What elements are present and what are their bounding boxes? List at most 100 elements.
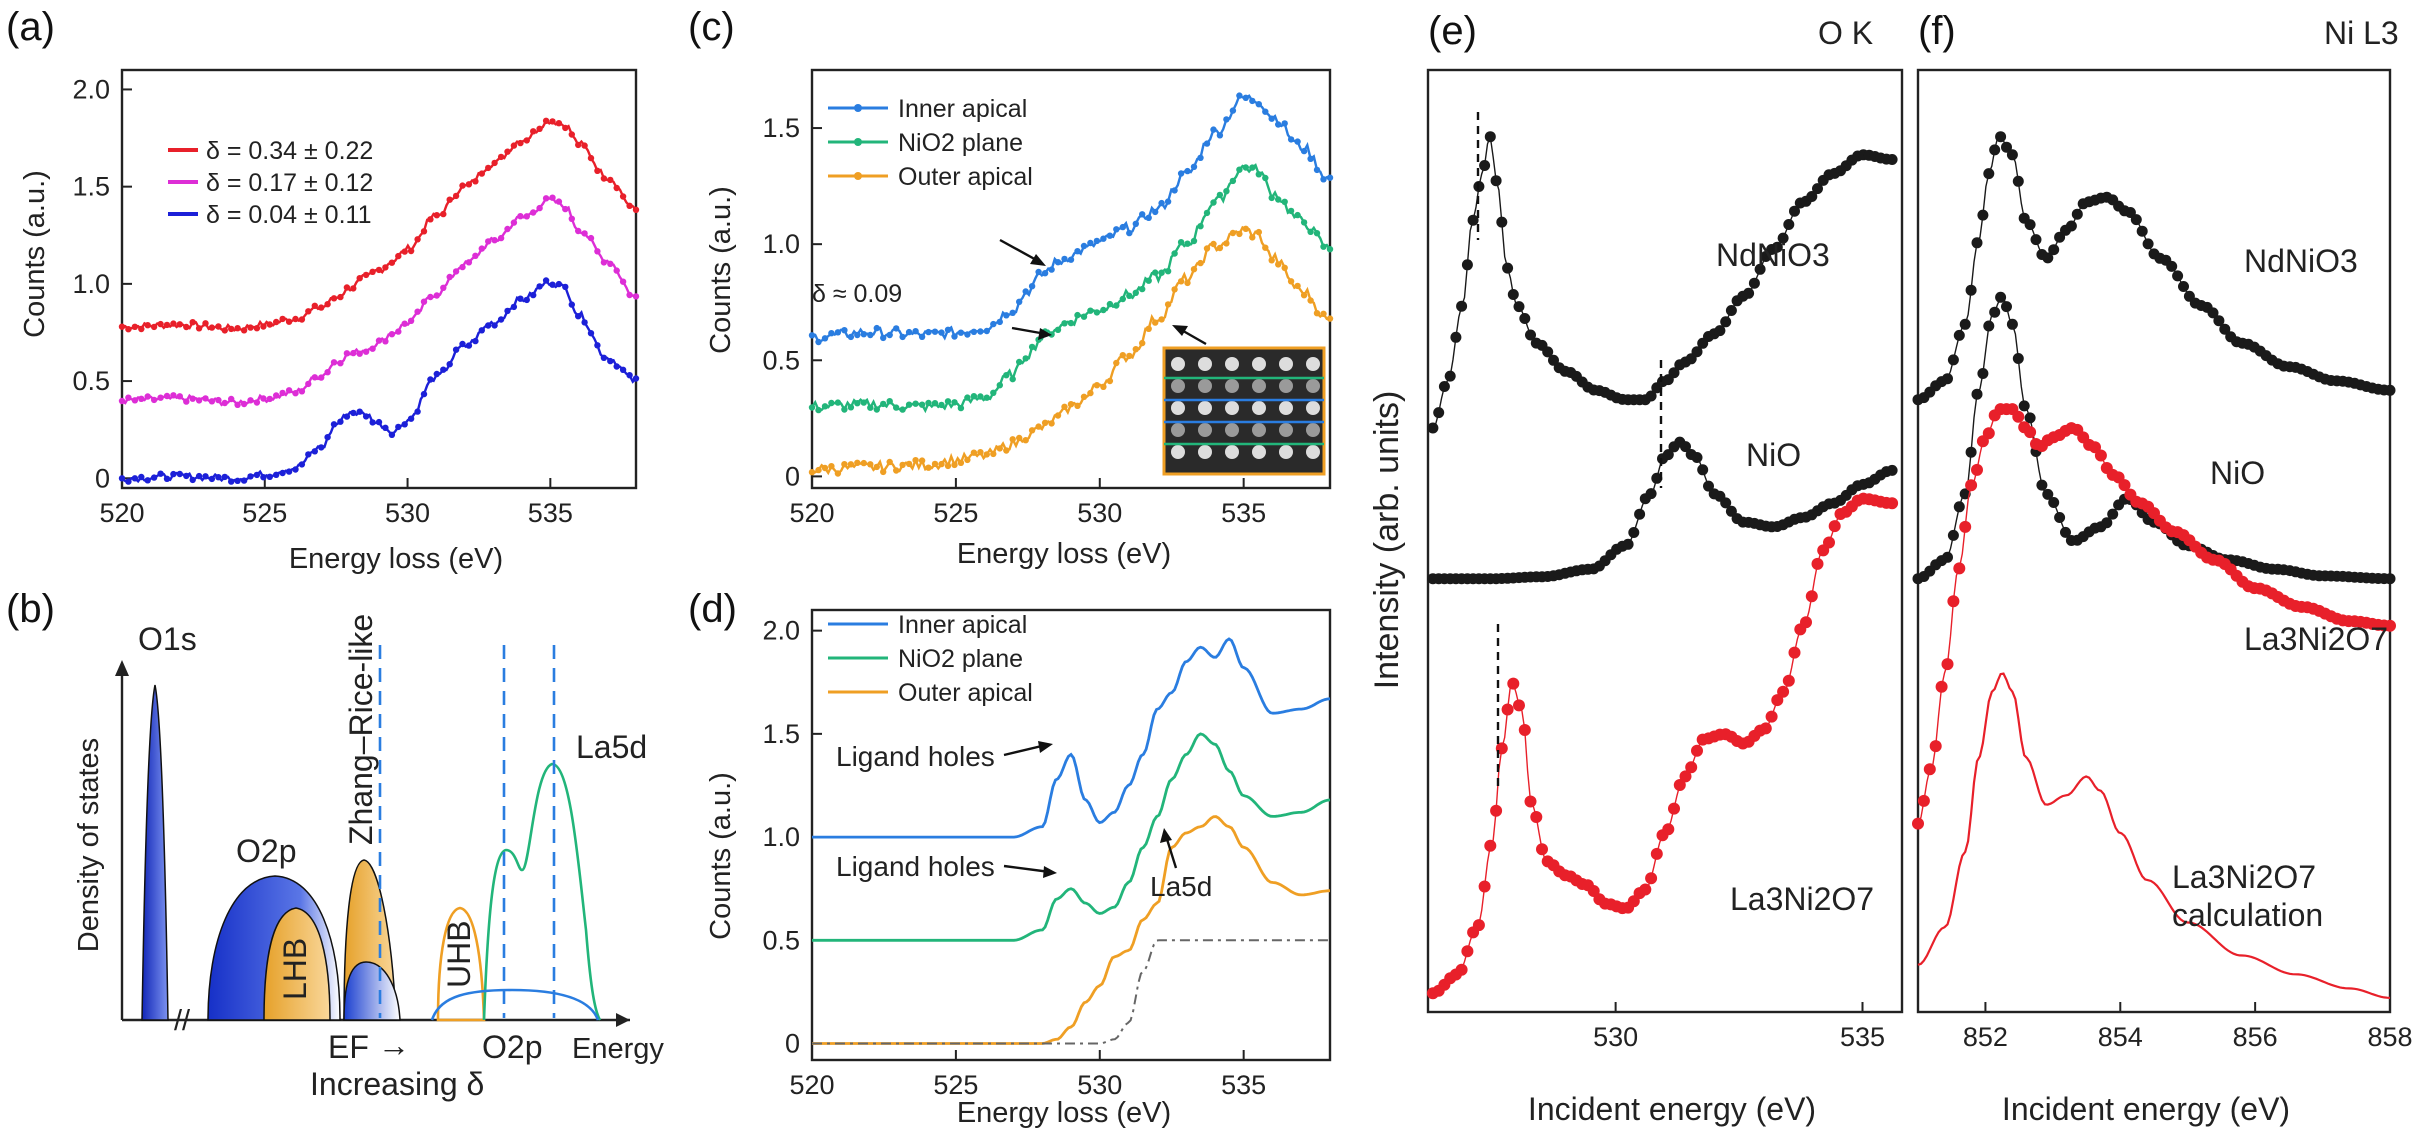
panel-a-label: (a) bbox=[6, 5, 55, 49]
series-a-1-point bbox=[632, 206, 640, 213]
series-c-1-point bbox=[1028, 283, 1036, 290]
series-a-1-point bbox=[549, 118, 556, 125]
series-a-1-point bbox=[311, 302, 318, 309]
series-a-2-point bbox=[253, 399, 261, 406]
series-c-1-point bbox=[1268, 115, 1275, 122]
series-a-1-point bbox=[562, 124, 569, 132]
inset-atom bbox=[1252, 379, 1266, 393]
plot-d-frame bbox=[810, 608, 1332, 1062]
series-a-3-point bbox=[195, 472, 203, 480]
series-c-3-point bbox=[1190, 266, 1198, 273]
plot-a-ytick-label-0.5: 0.5 bbox=[72, 366, 110, 396]
series-a-2-point bbox=[542, 195, 550, 202]
series-c-2-point bbox=[977, 393, 984, 400]
haadf-inset bbox=[1162, 346, 1326, 476]
series-c-3-point bbox=[1145, 325, 1152, 332]
plot-f-line-2 bbox=[1917, 296, 2390, 580]
series-c-2-point bbox=[1164, 268, 1172, 275]
series-a-1-point bbox=[440, 210, 447, 218]
series-a-2-point bbox=[330, 359, 338, 366]
inset-atom bbox=[1171, 379, 1185, 393]
series-c-2-point bbox=[1054, 326, 1062, 333]
series-c-2-point bbox=[867, 404, 874, 411]
series-a-2-point bbox=[305, 380, 312, 388]
inset-atom bbox=[1279, 379, 1293, 393]
legend-a-entry-3: δ = 0.04 ± 0.11 bbox=[206, 201, 371, 229]
series-c-3-point bbox=[1203, 245, 1211, 252]
series-a-3-point bbox=[440, 366, 447, 373]
series-a-2-point bbox=[517, 213, 524, 220]
series-c-2-point bbox=[815, 406, 822, 414]
series-c-2-point bbox=[1171, 250, 1178, 257]
series-c-2-point bbox=[1223, 188, 1230, 195]
inset-atom bbox=[1198, 401, 1212, 415]
series-a-1-point bbox=[343, 284, 351, 291]
band-uhb-label: UHB bbox=[441, 920, 477, 988]
series-a-1-point bbox=[189, 319, 196, 326]
series-c-1-point bbox=[1210, 126, 1217, 133]
inset-atom bbox=[1252, 357, 1266, 371]
series-a-1-point bbox=[118, 323, 126, 330]
series-a-1-point bbox=[594, 167, 601, 174]
series-c-3-point bbox=[1262, 244, 1269, 251]
series-a-2-point bbox=[273, 392, 280, 399]
series-c-1-point bbox=[1326, 174, 1334, 181]
series-a-1-point bbox=[144, 322, 151, 329]
plot-d-ytick-label-2: 2.0 bbox=[762, 616, 800, 646]
series-c-2-point bbox=[1126, 292, 1133, 299]
series-c-3-point bbox=[931, 460, 939, 468]
plot-a-xtick-label-525: 525 bbox=[242, 498, 287, 528]
series-a-3-point bbox=[619, 366, 627, 373]
series-c-1-point bbox=[1119, 223, 1127, 231]
inset-atom bbox=[1171, 357, 1185, 371]
increasing-delta-label: Increasing δ bbox=[310, 1066, 484, 1102]
series-c-1-point bbox=[925, 328, 932, 336]
plot-f-series-4 bbox=[1917, 672, 2391, 999]
panel-d-xlabel: Energy loss (eV) bbox=[957, 1097, 1171, 1129]
series-a-2-point bbox=[234, 401, 241, 408]
series-c-1-point bbox=[1009, 309, 1016, 316]
series-c-3-point bbox=[867, 461, 874, 468]
series-c-1-point bbox=[931, 328, 939, 335]
plot-f-series-1 bbox=[1912, 131, 2396, 406]
series-a-3-point bbox=[131, 475, 139, 482]
series-c-1-point bbox=[1145, 214, 1152, 221]
series-c-3-point bbox=[1171, 286, 1178, 293]
series-a-3-point bbox=[298, 461, 306, 468]
series-a-3-point bbox=[240, 477, 248, 484]
fermi-arrow: → bbox=[378, 1027, 410, 1063]
series-a-2-point bbox=[176, 393, 183, 400]
series-a-1-point bbox=[163, 321, 171, 329]
series-c-2-point bbox=[808, 404, 816, 411]
series-a-1-point bbox=[195, 325, 203, 332]
inset-atoms bbox=[1171, 357, 1320, 459]
series-a-3-point bbox=[568, 301, 575, 308]
legend-c-entry-1: Inner apical bbox=[898, 95, 1027, 123]
plot-a-xtick-label-530: 530 bbox=[385, 498, 430, 528]
series-a-1-point bbox=[356, 275, 363, 282]
series-a-3-point bbox=[157, 470, 164, 477]
series-c-2-point bbox=[1190, 237, 1198, 245]
plot-d-xtick-label-535: 535 bbox=[1221, 1070, 1266, 1100]
series-a-3-point bbox=[388, 431, 396, 438]
plot-a-ytick-label-2: 2.0 bbox=[72, 74, 110, 104]
series-a-2-point bbox=[607, 260, 614, 267]
series-c-3-point bbox=[1223, 240, 1230, 247]
plot-c-xtick-label-535: 535 bbox=[1221, 498, 1266, 528]
series-a-1-point bbox=[202, 320, 209, 327]
plot-c-ytick-label-1.5: 1.5 bbox=[762, 113, 800, 143]
series-c-2 bbox=[808, 163, 1334, 414]
plot-c-xtick-label-520: 520 bbox=[789, 498, 834, 528]
series-a-1-point bbox=[362, 271, 370, 279]
series-a-1-point bbox=[375, 266, 383, 274]
series-c-3-point bbox=[983, 451, 990, 458]
series-c-1-point bbox=[1041, 270, 1049, 277]
series-c-3-point bbox=[1100, 383, 1107, 390]
series-c-3-point bbox=[990, 450, 997, 458]
series-c-1-point bbox=[1197, 154, 1204, 161]
series-a-1-point bbox=[465, 181, 473, 188]
panel-b-xlabel: Energy bbox=[572, 1033, 664, 1065]
series-c-2-point bbox=[828, 399, 835, 407]
series-c-1-point bbox=[1313, 166, 1321, 174]
series-a-1-point bbox=[485, 164, 492, 172]
